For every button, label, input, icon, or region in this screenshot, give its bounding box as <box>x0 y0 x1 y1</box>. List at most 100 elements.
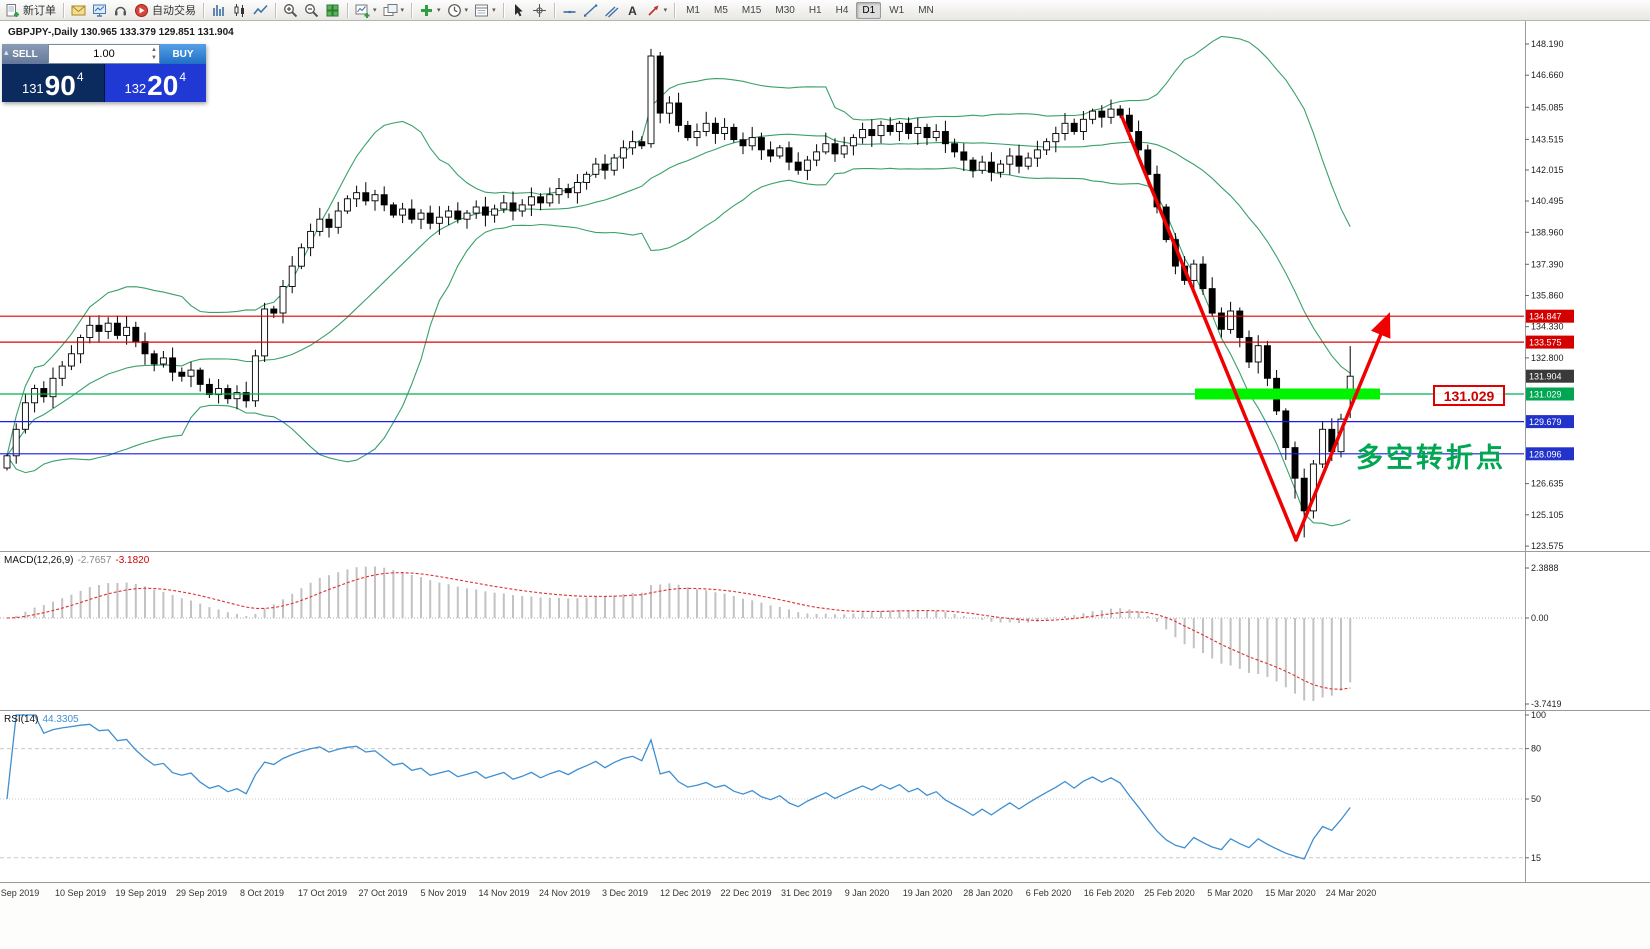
timeframe-button-h4[interactable]: H4 <box>835 4 849 16</box>
timeframe-button-m30[interactable]: M30 <box>775 4 795 16</box>
candle <box>316 207 324 237</box>
chart-win-icon <box>383 3 398 16</box>
bollinger-lower-band <box>6 167 1351 527</box>
horizontal-line-button[interactable] <box>559 1 580 20</box>
candle <box>785 141 793 171</box>
buy-button[interactable]: BUY <box>160 44 206 64</box>
candle <box>573 174 581 204</box>
price-badge-label: 134.847 <box>1529 312 1562 322</box>
rsi-scale-label: 100 <box>1531 711 1546 720</box>
trend-arrow-line[interactable] <box>1294 312 1391 542</box>
price-tick-label: 126.635 <box>1531 479 1564 489</box>
trend-arrow-line[interactable] <box>1120 115 1298 542</box>
spinner-down-icon[interactable]: ▼ <box>151 55 157 61</box>
svg-text:A: A <box>628 4 637 18</box>
candle <box>1089 108 1097 125</box>
price-tick-label: 137.390 <box>1531 259 1564 269</box>
macd-plot[interactable]: 2.3888 0.00 -3.7419 <box>0 552 1650 711</box>
timeframe-button-m1[interactable]: M1 <box>686 4 700 16</box>
volume-input[interactable]: 1.00 ▲ ▼ <box>48 44 160 64</box>
cursor-button[interactable] <box>508 1 529 20</box>
macd-indicator-panel[interactable]: 2.3888 0.00 -3.7419 MACD(12,26,9) -2.7657 -3… <box>0 551 1650 711</box>
new-order-button[interactable]: 新订单 <box>2 1 59 20</box>
date-label: 12 Dec 2019 <box>659 888 712 898</box>
zoom-out-button[interactable] <box>301 1 322 20</box>
sell-price-display[interactable]: 131 90 4 <box>2 64 104 102</box>
price-level-label[interactable]: 131.029 <box>1433 385 1505 406</box>
crosshair-button[interactable] <box>529 1 550 20</box>
time-axis[interactable]: Sep 2019 10 Sep 2019 19 Sep 2019 29 Sep 201… <box>0 882 1650 949</box>
candle <box>113 315 121 340</box>
line-chart-mode-button[interactable] <box>250 1 271 20</box>
price-tick-label: 132.800 <box>1531 353 1564 363</box>
timeframe-button-m15[interactable]: M15 <box>741 4 762 16</box>
candle <box>1291 441 1299 499</box>
support-button[interactable] <box>110 1 131 20</box>
timeframe-button-mn[interactable]: MN <box>918 4 934 16</box>
candle <box>583 171 591 190</box>
toolbar-separator <box>347 2 348 18</box>
linechart-icon <box>253 4 268 14</box>
candlestick-mode-button[interactable] <box>229 1 250 20</box>
volume-spinner[interactable]: ▲ ▼ <box>151 46 157 62</box>
bar-chart-mode-button[interactable] <box>208 1 229 20</box>
date-label: 15 Mar 2020 <box>1265 888 1316 898</box>
mail-button[interactable] <box>68 1 89 20</box>
buy-price-display[interactable]: 132 20 4 <box>103 64 206 102</box>
trendline-button[interactable] <box>580 1 601 20</box>
macd-axis[interactable]: 2.3888 0.00 -3.7419 <box>1525 552 1562 711</box>
candle <box>748 126 756 151</box>
timeframe-button-m5[interactable]: M5 <box>714 4 728 16</box>
candle <box>822 132 830 155</box>
market-watch-button[interactable] <box>89 1 110 20</box>
candle <box>389 202 397 218</box>
profiles-button[interactable]: ▾ <box>380 1 408 20</box>
candle <box>1079 111 1087 141</box>
rsi-plot[interactable]: 100 80 50 15 <box>0 711 1650 883</box>
timeframe-button-h1[interactable]: H1 <box>808 4 822 16</box>
price-badge <box>1526 387 1574 401</box>
turning-point-annotation[interactable]: 多空转折点 <box>1356 443 1506 473</box>
text-label-button[interactable]: A <box>622 1 643 20</box>
candle <box>960 143 968 172</box>
zoom-in-button[interactable] <box>280 1 301 20</box>
timeframe-button-d1[interactable]: D1 <box>856 1 882 19</box>
indicators-button[interactable]: ▾ <box>416 1 444 20</box>
new-chart-button[interactable]: ▾ <box>352 1 380 20</box>
candles-icon <box>234 3 244 17</box>
candle <box>1236 307 1244 348</box>
price-badge <box>1526 369 1574 383</box>
arrows-tool-button[interactable]: ▾ <box>643 1 671 20</box>
price-plot[interactable]: 148.190 146.660 145.085 143.515 142.015 140.4… <box>0 21 1650 551</box>
candle <box>58 361 66 386</box>
sell-button[interactable]: SELL <box>2 44 48 64</box>
candle <box>233 385 241 410</box>
template-icon <box>475 4 489 16</box>
candle <box>610 154 618 176</box>
periods-button[interactable]: ▾ <box>444 1 472 20</box>
autotrading-button[interactable]: 自动交易 <box>131 1 199 20</box>
candle <box>21 393 29 434</box>
tile-windows-button[interactable] <box>322 1 343 20</box>
candle <box>803 155 811 181</box>
rsi-indicator-panel[interactable]: 100 80 50 15 RSI(14) 44.3305 <box>0 710 1650 883</box>
timeframe-button-w1[interactable]: W1 <box>889 4 905 16</box>
rsi-scale-label: 15 <box>1531 853 1541 863</box>
candle <box>537 193 545 211</box>
candle <box>169 347 177 382</box>
price-chart-panel[interactable]: 148.190 146.660 145.085 143.515 142.015 140.4… <box>0 21 1650 551</box>
price-tick-label: 145.085 <box>1531 102 1564 112</box>
price-tick-label: 138.960 <box>1531 227 1564 237</box>
candle <box>435 206 443 235</box>
one-click-collapse-toggle-icon[interactable]: ▴ <box>4 47 9 57</box>
equidistant-channel-button[interactable] <box>601 1 622 20</box>
candle <box>914 118 922 145</box>
rsi-scale-label: 50 <box>1531 794 1541 804</box>
spinner-up-icon[interactable]: ▲ <box>151 47 157 53</box>
templates-button[interactable]: ▾ <box>471 1 499 20</box>
rsi-axis[interactable]: 100 80 50 15 <box>1525 711 1546 883</box>
candle <box>297 243 305 270</box>
candle <box>601 154 609 180</box>
support-highlight-bar[interactable] <box>1195 388 1380 400</box>
price-axis[interactable]: 148.190 146.660 145.085 143.515 142.015 140.4… <box>1525 21 1574 551</box>
